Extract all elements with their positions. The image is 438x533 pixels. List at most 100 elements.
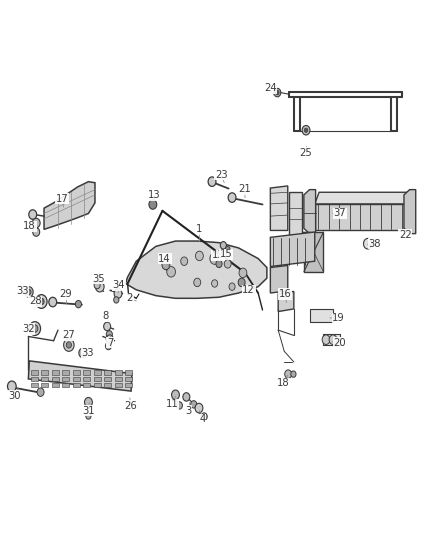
Circle shape [162, 260, 170, 270]
Bar [125, 370, 132, 375]
Circle shape [291, 371, 296, 377]
Circle shape [195, 403, 203, 413]
Circle shape [183, 393, 190, 401]
Bar [104, 370, 111, 375]
Circle shape [276, 91, 279, 95]
Polygon shape [270, 232, 315, 266]
Circle shape [229, 283, 235, 290]
Bar [52, 370, 59, 375]
Text: 30: 30 [8, 391, 21, 401]
Circle shape [210, 253, 219, 264]
Circle shape [226, 246, 230, 252]
Text: 38: 38 [368, 239, 381, 249]
Bar [125, 383, 132, 387]
Text: 32: 32 [22, 324, 35, 334]
Text: 26: 26 [125, 401, 138, 411]
Circle shape [224, 260, 231, 268]
Circle shape [285, 370, 292, 378]
Text: 18: 18 [23, 221, 36, 231]
Text: 15: 15 [219, 249, 232, 260]
Bar [73, 377, 80, 381]
Text: 27: 27 [63, 330, 75, 341]
Bar [94, 383, 101, 387]
Circle shape [274, 88, 281, 97]
Circle shape [27, 289, 31, 295]
Circle shape [364, 238, 372, 249]
Circle shape [106, 330, 113, 338]
Circle shape [75, 301, 81, 308]
Polygon shape [301, 232, 310, 261]
Circle shape [95, 281, 104, 292]
Circle shape [33, 228, 40, 236]
Circle shape [37, 388, 44, 397]
Text: 33: 33 [81, 348, 94, 358]
Bar [323, 334, 340, 345]
Bar [94, 370, 101, 375]
Circle shape [194, 278, 201, 287]
Circle shape [32, 218, 40, 228]
Bar [115, 370, 121, 375]
Circle shape [49, 297, 57, 307]
Circle shape [32, 325, 38, 332]
Circle shape [177, 402, 183, 409]
Circle shape [94, 281, 100, 289]
Text: 31: 31 [82, 406, 95, 416]
Text: 22: 22 [399, 230, 412, 240]
Polygon shape [278, 292, 294, 312]
Circle shape [79, 348, 87, 358]
Text: 33: 33 [16, 286, 28, 296]
Bar [52, 377, 59, 381]
Polygon shape [125, 241, 267, 298]
Circle shape [322, 335, 330, 344]
Circle shape [304, 128, 308, 132]
Text: 12: 12 [242, 285, 255, 295]
Polygon shape [270, 186, 288, 230]
Circle shape [220, 241, 226, 249]
Bar [31, 383, 38, 387]
Circle shape [201, 413, 207, 420]
Bar [31, 377, 38, 381]
Polygon shape [315, 192, 415, 204]
Circle shape [191, 401, 197, 408]
Circle shape [302, 125, 310, 135]
Polygon shape [289, 192, 302, 235]
Circle shape [66, 342, 71, 348]
Bar [31, 370, 38, 375]
Text: 24: 24 [264, 83, 277, 93]
Text: 1: 1 [196, 224, 203, 235]
Bar [115, 377, 121, 381]
Circle shape [106, 335, 113, 343]
Text: 8: 8 [103, 311, 109, 321]
Text: 35: 35 [92, 273, 105, 284]
Bar [83, 370, 90, 375]
Text: 7: 7 [107, 338, 113, 348]
Bar [52, 383, 59, 387]
Polygon shape [304, 232, 323, 272]
Polygon shape [44, 182, 95, 229]
Text: 3: 3 [185, 406, 192, 416]
Bar [94, 377, 101, 381]
Polygon shape [315, 204, 410, 230]
Bar [62, 383, 69, 387]
Bar [125, 377, 132, 381]
Polygon shape [304, 190, 316, 233]
Circle shape [216, 260, 222, 268]
Text: 28: 28 [29, 296, 42, 306]
Circle shape [29, 210, 37, 219]
Circle shape [36, 295, 47, 309]
Text: 2: 2 [127, 293, 133, 303]
Bar [311, 309, 333, 322]
Bar [73, 383, 80, 387]
Text: 17: 17 [56, 193, 69, 204]
Circle shape [181, 257, 187, 265]
Circle shape [114, 297, 119, 303]
Text: 11: 11 [166, 399, 179, 409]
Circle shape [172, 390, 180, 400]
Text: 18: 18 [277, 378, 290, 388]
Text: 25: 25 [300, 148, 312, 158]
Text: 19: 19 [332, 313, 345, 324]
Bar [42, 377, 48, 381]
Circle shape [106, 342, 112, 350]
Text: 37: 37 [334, 208, 346, 219]
Bar [115, 383, 121, 387]
